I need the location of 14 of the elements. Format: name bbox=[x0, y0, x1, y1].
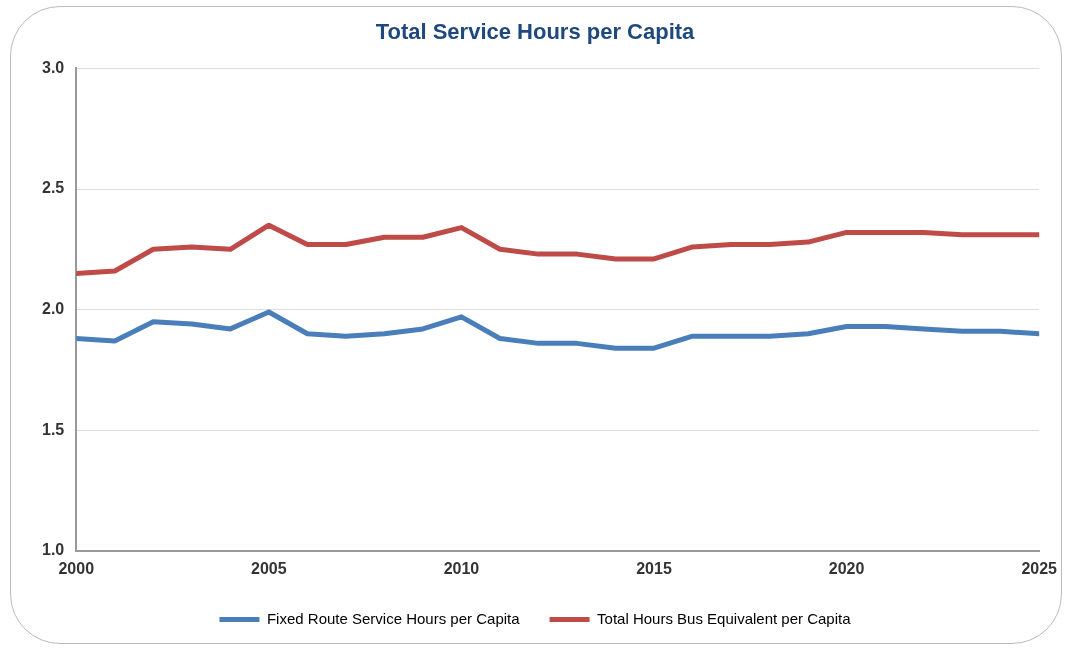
x-tick-label: 2005 bbox=[251, 559, 287, 577]
y-tick-label: 3.0 bbox=[41, 58, 65, 76]
x-tick-label: 2000 bbox=[58, 559, 95, 577]
y-tick-label: 1.0 bbox=[41, 541, 65, 559]
legend-label: Fixed Route Service Hours per Capita bbox=[266, 609, 521, 627]
x-tick-label: 2025 bbox=[1021, 559, 1058, 577]
x-tick-label: 2020 bbox=[828, 559, 865, 577]
y-tick-label: 1.5 bbox=[41, 420, 65, 438]
legend-label: Total Hours Bus Equivalent per Capita bbox=[597, 609, 852, 627]
x-tick-label: 2015 bbox=[636, 559, 672, 577]
y-tick-label: 2.5 bbox=[41, 179, 65, 197]
y-tick-label: 2.0 bbox=[41, 300, 65, 318]
chart-title: Total Service Hours per Capita bbox=[375, 19, 696, 45]
x-tick-label: 2010 bbox=[443, 559, 480, 577]
